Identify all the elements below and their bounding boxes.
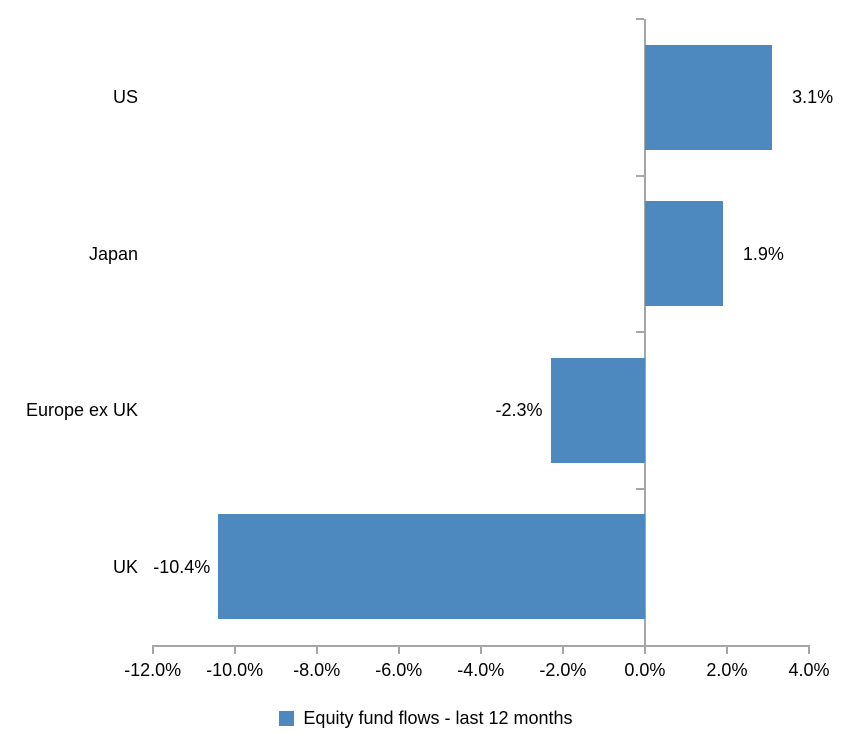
x-axis-tick-label: -2.0%: [539, 660, 587, 680]
bar: [550, 357, 645, 463]
x-axis-tick: [315, 645, 318, 654]
zero-axis-line: [643, 19, 646, 654]
x-axis-tick: [397, 645, 400, 654]
category-label: UK: [112, 556, 138, 577]
category-label: US: [112, 87, 138, 108]
bar-value-label: 3.1%: [792, 87, 834, 108]
x-axis-tick-label: -12.0%: [124, 660, 182, 680]
x-axis-tick-label: 2.0%: [706, 660, 748, 680]
legend-marker-swatch: [279, 710, 295, 726]
x-axis-tick: [479, 645, 482, 654]
x-axis-tick-label: -10.0%: [206, 660, 264, 680]
y-axis-tick: [635, 174, 644, 177]
x-axis-tick: [151, 645, 154, 654]
bar-value-label: -2.3%: [495, 400, 543, 421]
x-axis-tick-label: 0.0%: [624, 660, 666, 680]
x-axis-tick-label: 4.0%: [788, 660, 830, 680]
y-axis-tick: [635, 18, 644, 20]
bar: [644, 44, 773, 150]
x-axis-tick: [233, 645, 236, 654]
x-axis-tick-label: -6.0%: [375, 660, 423, 680]
category-label: Japan: [88, 243, 138, 264]
x-axis-tick: [808, 645, 810, 654]
bar-value-label: -10.4%: [153, 556, 211, 577]
bar: [644, 201, 723, 307]
x-axis-tick-label: -8.0%: [293, 660, 341, 680]
bar-value-label: 1.9%: [742, 243, 784, 264]
x-axis-tick: [643, 645, 646, 654]
chart-legend: Equity fund flows - last 12 months: [0, 703, 852, 733]
x-axis-tick: [561, 645, 564, 654]
x-axis-tick: [725, 645, 728, 654]
y-axis-tick: [635, 487, 644, 490]
legend-label: Equity fund flows - last 12 months: [303, 707, 573, 728]
bar: [218, 514, 645, 620]
y-axis-tick: [635, 331, 644, 333]
category-label: Europe ex UK: [25, 400, 138, 421]
x-axis-tick-label: -4.0%: [457, 660, 505, 680]
